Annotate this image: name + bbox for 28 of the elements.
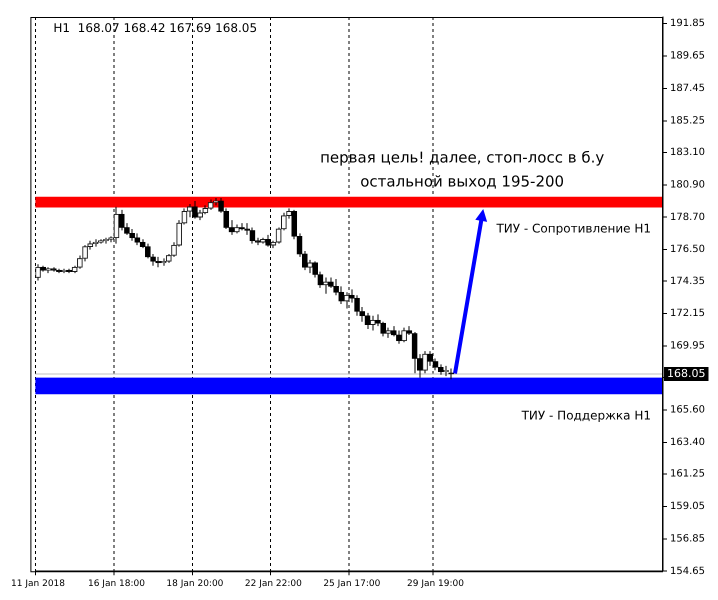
x-tick-label: 16 Jan 18:00 — [88, 578, 146, 589]
band-label: ТИУ - Сопротивление H1 — [495, 222, 652, 236]
x-tick-label: 11 Jan 2018 — [11, 578, 66, 589]
y-tick-label: 185.25 — [670, 115, 706, 126]
chart-title: H1 168.07 168.42 167.69 168.05 — [53, 21, 258, 36]
y-tick-label: 161.25 — [670, 468, 706, 480]
x-tick-label: 25 Jan 17:00 — [323, 578, 381, 589]
x-tick-label: 18 Jan 20:00 — [166, 578, 224, 589]
x-tick-label: 22 Jan 22:00 — [244, 578, 302, 589]
y-tick-label: 189.65 — [670, 50, 706, 62]
annotation: первая цель! далее, стоп-лосс в б.у остальной выход 195-200 — [320, 148, 604, 191]
y-tick-label: 178.70 — [670, 212, 706, 223]
y-tick-label: 174.35 — [670, 276, 706, 287]
y-tick-label: 154.65 — [670, 566, 706, 577]
y-tick-label: 165.60 — [670, 404, 706, 416]
y-tick-label: 163.40 — [670, 436, 706, 448]
y-tick-label: 159.05 — [670, 501, 706, 512]
y-tick-label: 187.45 — [670, 82, 706, 94]
ref-line-label: 168.05 — [667, 366, 706, 380]
y-tick-label: 169.95 — [670, 340, 706, 352]
y-tick-label: 191.85 — [670, 18, 706, 30]
band-label: ТИУ - Поддержка H1 — [520, 408, 652, 422]
y-tick-label: 180.90 — [670, 179, 706, 190]
y-tick-label: 172.15 — [670, 308, 706, 320]
y-tick-label: 183.10 — [670, 147, 706, 158]
y-tick-label: 156.85 — [670, 533, 706, 544]
y-tick-label: 176.50 — [670, 244, 706, 256]
x-tick-label: 29 Jan 19:00 — [407, 578, 464, 589]
